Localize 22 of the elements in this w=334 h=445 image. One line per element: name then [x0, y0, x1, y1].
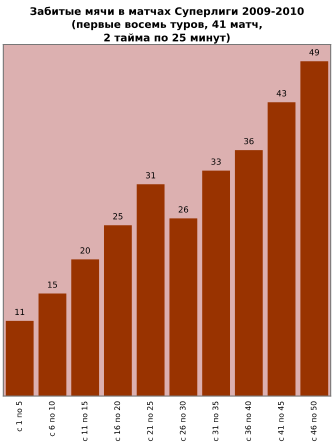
data-label: 31	[146, 172, 156, 178]
data-label: 11	[15, 308, 24, 315]
bar	[38, 294, 66, 396]
data-label: 25	[113, 213, 122, 220]
bar	[104, 225, 132, 396]
chart-title: Забитые мячи в матчах Суперлиги 2009-2010	[30, 6, 304, 18]
bar	[202, 170, 230, 396]
bar	[300, 61, 328, 396]
data-label: 26	[178, 206, 188, 213]
chart-subtitle: (первые восемь туров, 41 матч, 2 тайма по 25 минут)	[72, 20, 262, 44]
data-label: 43	[276, 90, 286, 96]
bar	[136, 184, 165, 396]
bar	[169, 218, 198, 396]
data-label: 15	[48, 282, 58, 288]
bar	[6, 320, 34, 396]
data-label: 49	[309, 49, 320, 56]
bar	[268, 102, 296, 396]
bar	[71, 259, 100, 396]
data-label: 33	[211, 158, 221, 165]
data-label: 20	[80, 247, 90, 254]
data-label: 36	[244, 138, 254, 144]
bar	[234, 150, 263, 396]
